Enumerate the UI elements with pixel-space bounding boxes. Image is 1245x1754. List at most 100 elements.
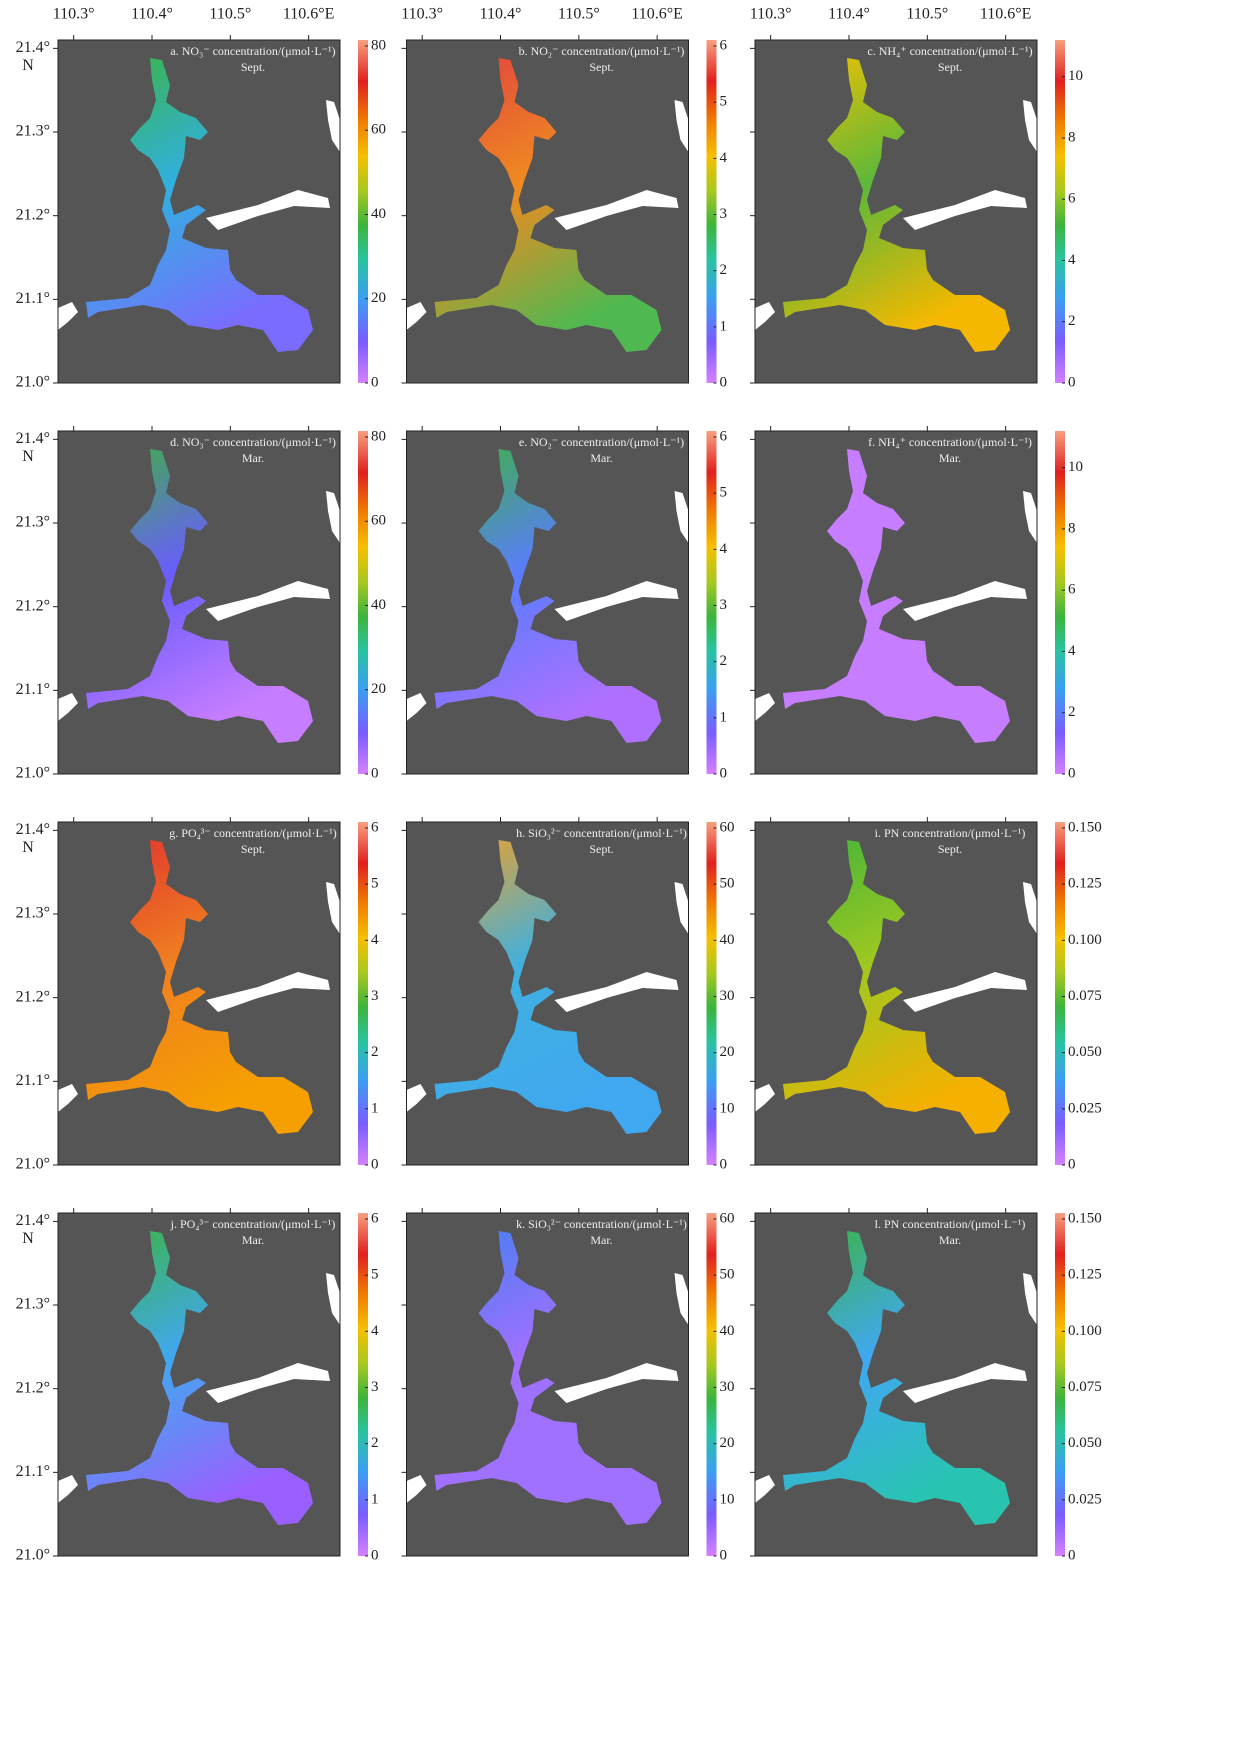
x-tick-label: 110.3° xyxy=(750,6,792,23)
y-axis-label: N xyxy=(22,57,34,74)
colorbar-tick-label: 4 xyxy=(371,1323,379,1339)
colorbar-tick-label: 6 xyxy=(720,37,728,53)
panel-title: i. PN concentration/(μmol·L⁻¹) xyxy=(875,826,1026,840)
colorbar-tick-label: 40 xyxy=(371,597,386,613)
y-axis-label: N xyxy=(22,1230,34,1247)
colorbar-tick-label: 0.025 xyxy=(1068,1491,1102,1507)
colorbar-tick-label: 8 xyxy=(1068,129,1076,145)
panel-title: b. NO₂⁻ concentration/(μmol·L⁻¹) xyxy=(519,44,685,58)
colorbar xyxy=(358,431,368,774)
panel-title: f. NH₄⁺ concentration/(μmol·L⁻¹) xyxy=(868,435,1032,449)
colorbar-tick-label: 2 xyxy=(371,1044,379,1060)
colorbar-tick-label: 1 xyxy=(371,1491,379,1507)
colorbar xyxy=(707,822,717,1165)
colorbar-tick-label: 0 xyxy=(720,374,728,390)
panel-title: k. SiO₃²⁻ concentration/(μmol·L⁻¹) xyxy=(516,1217,687,1231)
colorbar-tick-label: 0 xyxy=(371,765,379,781)
y-tick-label: 21.3° xyxy=(16,514,50,531)
map-panel: i. PN concentration/(μmol·L⁻¹)Sept.00.02… xyxy=(750,817,1102,1172)
panel-title: g. PO₄³⁻ concentration/(μmol·L⁻¹) xyxy=(169,826,336,840)
y-axis-label: N xyxy=(22,448,34,465)
panel-title: h. SiO₃²⁻ concentration/(μmol·L⁻¹) xyxy=(516,826,687,840)
colorbar-tick-label: 0.075 xyxy=(1068,1379,1102,1395)
colorbar xyxy=(707,40,717,383)
y-tick-label: 21.2° xyxy=(16,1379,50,1396)
colorbar-tick-label: 10 xyxy=(1068,459,1083,475)
colorbar-tick-label: 0.025 xyxy=(1068,1100,1102,1116)
colorbar xyxy=(1055,431,1065,774)
colorbar-tick-label: 80 xyxy=(371,428,386,444)
y-tick-label: 21.4° xyxy=(16,1212,50,1229)
y-tick-label: 21.4° xyxy=(16,39,50,56)
map-panel: h. SiO₃²⁻ concentration/(μmol·L⁻¹) Sept. 0… xyxy=(402,817,735,1172)
colorbar xyxy=(1055,822,1065,1165)
figure: a. NO₃⁻ concentration/(μmol·L⁻¹)Sept.110… xyxy=(0,0,1245,1754)
colorbar-tick-label: 60 xyxy=(720,819,735,835)
colorbar-tick-label: 0 xyxy=(720,1547,728,1563)
colorbar-tick-label: 60 xyxy=(720,1210,735,1226)
colorbar-tick-label: 0.100 xyxy=(1068,1323,1102,1339)
map-panel: k. SiO₃²⁻ concentration/(μmol·L⁻¹)Mar.01… xyxy=(402,1208,735,1563)
colorbar-tick-label: 6 xyxy=(720,428,728,444)
colorbar-tick-label: 40 xyxy=(371,206,386,222)
colorbar-tick-label: 40 xyxy=(720,1323,735,1339)
colorbar-tick-label: 50 xyxy=(720,876,735,892)
panel-season: Sept. xyxy=(938,842,962,856)
colorbar xyxy=(1055,40,1065,383)
colorbar-tick-label: 5 xyxy=(720,94,728,110)
colorbar-tick-label: 3 xyxy=(371,1379,379,1395)
panel-season: Mar. xyxy=(939,451,961,465)
panel-season: Mar. xyxy=(590,451,612,465)
y-tick-label: 21.3° xyxy=(16,905,50,922)
panel-season: Mar. xyxy=(242,451,264,465)
colorbar-tick-label: 4 xyxy=(1068,252,1076,268)
y-tick-label: 21.4° xyxy=(16,430,50,447)
colorbar-tick-label: 0 xyxy=(720,1156,728,1172)
colorbar-tick-label: 10 xyxy=(1068,68,1083,84)
colorbar-tick-label: 0.075 xyxy=(1068,988,1102,1004)
colorbar-tick-label: 0 xyxy=(720,765,728,781)
map-panel: g. PO₄³⁻ concentration/(μmol·L⁻¹)Sept.21… xyxy=(16,817,379,1173)
colorbar-tick-label: 5 xyxy=(720,485,728,501)
panel-season: Sept. xyxy=(589,842,613,856)
colorbar-tick-label: 1 xyxy=(720,709,728,725)
colorbar-tick-label: 0 xyxy=(371,1547,379,1563)
x-tick-label: 110.4° xyxy=(131,6,173,23)
colorbar-tick-label: 20 xyxy=(371,681,386,697)
y-axis-label: N xyxy=(22,839,34,856)
colorbar-tick-label: 60 xyxy=(371,513,386,529)
y-tick-label: 21.1° xyxy=(16,1072,50,1089)
colorbar-tick-label: 0 xyxy=(1068,1547,1076,1563)
colorbar-tick-label: 80 xyxy=(371,37,386,53)
map-panel: d. NO₃⁻ concentration/(μmol·L⁻¹)Mar.21.0… xyxy=(16,426,386,782)
panel-season: Mar. xyxy=(939,1233,961,1247)
y-tick-label: 21.3° xyxy=(16,1296,50,1313)
panel-season: Mar. xyxy=(590,1233,612,1247)
y-tick-label: 21.0° xyxy=(16,374,50,391)
x-tick-label: 110.5° xyxy=(209,6,251,23)
map-panel: b. NO₂⁻ concentration/(μmol·L⁻¹)Sept.110… xyxy=(401,6,727,391)
colorbar-tick-label: 0 xyxy=(1068,765,1076,781)
y-tick-label: 21.2° xyxy=(16,206,50,223)
panel-season: Sept. xyxy=(241,60,265,74)
y-tick-label: 21.2° xyxy=(16,597,50,614)
panel-season: Sept. xyxy=(589,60,613,74)
colorbar-tick-label: 0.100 xyxy=(1068,932,1102,948)
map-panel: e. NO₂⁻ concentration/(μmol·L⁻¹)Mar.0123… xyxy=(402,426,728,781)
colorbar-tick-label: 2 xyxy=(371,1435,379,1451)
colorbar-tick-label: 40 xyxy=(720,932,735,948)
y-tick-label: 21.1° xyxy=(16,1463,50,1480)
panel-season: Sept. xyxy=(938,60,962,74)
colorbar xyxy=(358,40,368,383)
map-panel: c. NH₄⁺ concentration/(μmol·L⁻¹)Sept.110… xyxy=(750,6,1083,391)
colorbar-tick-label: 4 xyxy=(720,150,728,166)
colorbar-tick-label: 1 xyxy=(371,1100,379,1116)
y-tick-label: 21.3° xyxy=(16,123,50,140)
colorbar-tick-label: 0.150 xyxy=(1068,1210,1102,1226)
y-tick-label: 21.0° xyxy=(16,1156,50,1173)
colorbar-tick-label: 3 xyxy=(371,988,379,1004)
colorbar-tick-label: 0.050 xyxy=(1068,1044,1102,1060)
colorbar-tick-label: 2 xyxy=(1068,704,1076,720)
map-panel: j. PO₄³⁻ concentration/(μmol·L⁻¹)Mar.21.… xyxy=(16,1208,379,1564)
colorbar-tick-label: 0 xyxy=(1068,374,1076,390)
